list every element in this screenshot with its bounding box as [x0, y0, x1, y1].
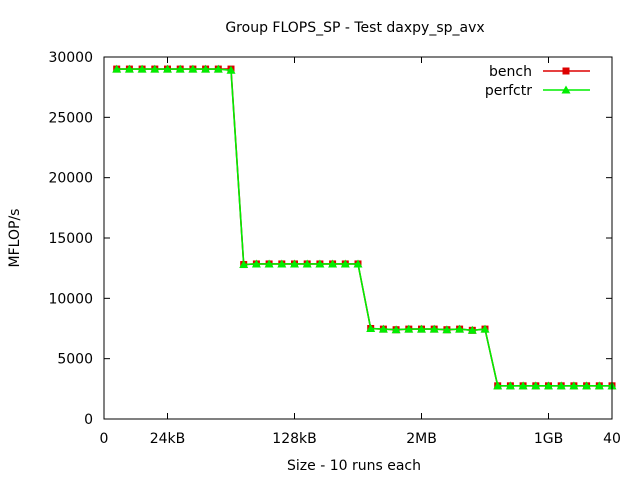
data-point-perfctr: [137, 64, 147, 73]
series-bench: [113, 65, 616, 390]
data-point-perfctr: [315, 259, 325, 268]
y-tick-label: 5000: [57, 352, 93, 368]
y-tick-label: 30000: [48, 50, 93, 66]
data-point-perfctr: [213, 64, 223, 73]
data-point-perfctr: [442, 325, 452, 334]
series-line-bench: [116, 68, 612, 387]
y-axis-label: MFLOP/s: [7, 209, 23, 268]
legend-label-perfctr: perfctr: [485, 83, 532, 99]
x-axis-label: Size - 10 runs each: [287, 458, 421, 474]
chart-title: Group FLOPS_SP - Test daxpy_sp_avx: [225, 20, 484, 36]
plot-frame: [103, 56, 613, 420]
data-point-perfctr: [391, 325, 401, 334]
series-perfctr: [112, 64, 617, 390]
x-tick-label: 24kB: [150, 431, 186, 447]
data-point-perfctr: [201, 64, 211, 73]
legend: bench perfctr: [485, 64, 590, 99]
data-point-perfctr: [340, 259, 350, 268]
axis-ticks: 0 5000 10000 15000 20000 25000 30000 0 24kB 128kB…: [48, 50, 620, 447]
data-point-perfctr: [417, 324, 426, 333]
data-point-perfctr: [188, 64, 198, 73]
y-tick-label: 25000: [48, 110, 93, 126]
data-point-perfctr: [251, 259, 261, 268]
y-tick-label: 20000: [48, 171, 93, 187]
data-point-perfctr: [277, 259, 287, 268]
data-point-perfctr: [239, 260, 249, 269]
data-point-perfctr: [124, 64, 134, 73]
y-tick-label: 0: [84, 412, 93, 428]
data-point-perfctr: [531, 381, 541, 390]
x-tick-label: 40: [603, 431, 621, 447]
data-point-perfctr: [302, 259, 312, 268]
data-point-perfctr: [556, 381, 566, 390]
legend-label-bench: bench: [489, 64, 532, 80]
x-tick-label: 1GB: [534, 431, 563, 447]
data-point-perfctr: [328, 259, 338, 268]
data-point-perfctr: [505, 381, 515, 390]
data-point-perfctr: [518, 381, 528, 390]
data-point-perfctr: [378, 324, 388, 333]
data-point-perfctr: [226, 65, 236, 74]
data-point-perfctr: [112, 64, 122, 73]
data-point-perfctr: [290, 259, 299, 268]
data-point-perfctr: [366, 324, 376, 332]
data-point-perfctr: [493, 381, 503, 390]
data-point-perfctr: [569, 381, 579, 390]
series-line-perfctr: [116, 68, 612, 387]
data-point-perfctr: [163, 64, 172, 73]
x-tick-label: 2MB: [406, 431, 437, 447]
y-tick-label: 15000: [48, 231, 93, 247]
data-point-perfctr: [353, 259, 363, 268]
data-point-perfctr: [175, 64, 185, 73]
data-point-perfctr: [150, 64, 160, 73]
x-tick-label: 128kB: [272, 431, 316, 447]
data-point-perfctr: [429, 324, 439, 333]
data-point-perfctr: [594, 381, 604, 390]
legend-marker-bench: [562, 67, 570, 75]
data-point-perfctr: [404, 324, 414, 333]
data-point-perfctr: [467, 325, 477, 334]
data-point-perfctr: [480, 324, 490, 333]
y-tick-label: 10000: [48, 291, 93, 307]
x-tick-label: 0: [100, 431, 109, 447]
data-point-perfctr: [544, 381, 553, 390]
series-layer: [112, 64, 617, 390]
legend-marker-perfctr: [561, 85, 571, 94]
data-point-perfctr: [582, 381, 592, 390]
data-point-perfctr: [264, 259, 274, 268]
data-point-perfctr: [455, 324, 465, 333]
